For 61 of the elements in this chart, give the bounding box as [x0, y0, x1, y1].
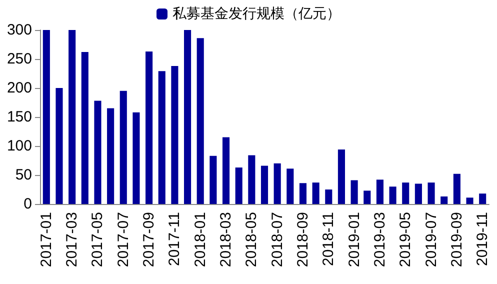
x-tick-label: 2017-11 — [166, 212, 184, 266]
x-tick-label: 2017-03 — [64, 212, 81, 268]
bar — [338, 149, 345, 204]
x-tick-label: 2017-01 — [38, 212, 55, 268]
bar — [325, 190, 332, 204]
bar — [376, 180, 384, 204]
bar — [453, 174, 460, 204]
bar — [210, 156, 217, 204]
y-tick-label: 250 — [6, 50, 32, 68]
x-tick-label: 2019-01 — [346, 212, 363, 268]
x-tick-label: 2018-11 — [320, 212, 338, 266]
bar — [158, 71, 166, 204]
bar — [235, 167, 242, 204]
x-tick-label: 2018-09 — [294, 212, 312, 268]
bar — [184, 30, 192, 204]
bar — [299, 183, 307, 204]
bar — [364, 190, 371, 204]
bar — [466, 198, 474, 204]
bar — [120, 90, 127, 204]
bar — [414, 184, 422, 204]
x-tick-label: 2019-03 — [371, 212, 388, 268]
bar — [440, 196, 448, 204]
x-tick-label: 2018-07 — [268, 212, 286, 268]
bar — [171, 66, 178, 204]
bar — [479, 194, 486, 204]
x-tick-label: 2019-11 — [474, 212, 492, 266]
bar — [402, 182, 410, 204]
x-tick-label: 2019-05 — [397, 212, 414, 268]
bar — [132, 112, 140, 204]
y-tick-label: 300 — [6, 22, 32, 38]
bar — [312, 182, 320, 204]
x-tick-label: 2017-05 — [89, 212, 106, 268]
bar — [350, 180, 358, 204]
bar — [274, 163, 281, 204]
x-tick-label: 2017-09 — [140, 212, 158, 268]
legend-label: 私募基金发行规模（亿元） — [172, 6, 340, 22]
bar — [146, 51, 153, 204]
bar — [196, 38, 204, 204]
bar — [56, 88, 63, 204]
bar — [94, 100, 102, 204]
bar — [286, 168, 294, 204]
x-tick-label: 2018-03 — [218, 212, 235, 268]
bar — [81, 52, 88, 204]
bar — [42, 30, 50, 204]
bar — [68, 30, 76, 204]
x-tick-label: 2019-09 — [448, 212, 466, 268]
y-tick-label: 0 — [24, 196, 32, 212]
bar — [260, 166, 268, 204]
bar — [389, 186, 396, 204]
bar — [222, 137, 230, 204]
bar — [428, 182, 435, 204]
y-tick-label: 50 — [15, 166, 32, 184]
y-tick-label: 200 — [6, 80, 32, 96]
x-tick-label: 2017-07 — [114, 212, 132, 268]
y-tick-label: 150 — [6, 108, 32, 126]
x-tick-label: 2018-05 — [243, 212, 260, 268]
y-tick-label: 100 — [6, 138, 32, 154]
bar — [107, 108, 114, 204]
x-tick-label: 2018-01 — [192, 212, 209, 268]
bar — [248, 155, 256, 204]
x-tick-label: 2019-07 — [422, 212, 440, 268]
